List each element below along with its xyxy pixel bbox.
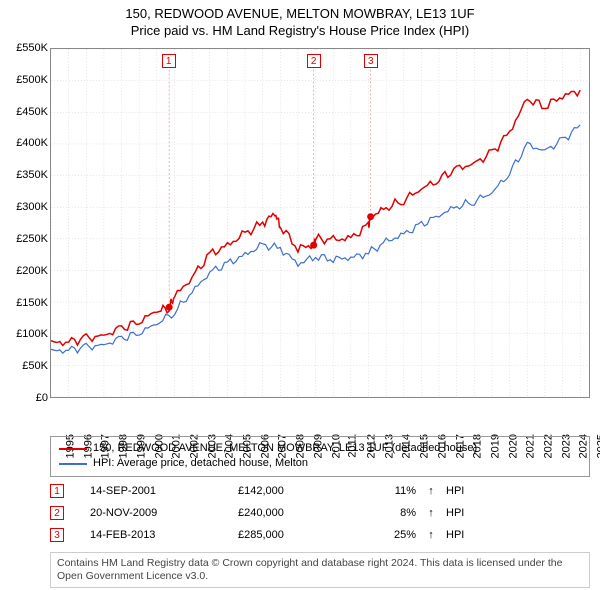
arrow-up-icon: ↑ (424, 485, 438, 497)
chart-title: 150, REDWOOD AVENUE, MELTON MOWBRAY, LE1… (0, 0, 600, 40)
title-line-1: 150, REDWOOD AVENUE, MELTON MOWBRAY, LE1… (0, 6, 600, 23)
y-tick-label: £500K (16, 74, 48, 86)
sales-date: 14-SEP-2001 (90, 485, 230, 497)
sale-marker-dot (166, 304, 173, 311)
sales-badge: 2 (50, 506, 64, 520)
legend-row: HPI: Average price, detached house, Melt… (59, 456, 581, 471)
legend-row: 150, REDWOOD AVENUE, MELTON MOWBRAY, LE1… (59, 441, 581, 456)
sale-marker-dot (310, 242, 317, 249)
series-property (51, 90, 580, 345)
sales-price: £285,000 (238, 529, 348, 541)
legend-label-hpi: HPI: Average price, detached house, Melt… (93, 456, 308, 471)
sale-marker-badge: 3 (364, 54, 378, 68)
legend-swatch-property (59, 448, 87, 450)
chart-svg (51, 49, 589, 397)
y-tick-label: £150K (16, 297, 48, 309)
sales-badge: 1 (50, 484, 64, 498)
sales-row: 2 20-NOV-2009 £240,000 8% ↑ HPI (50, 502, 590, 524)
title-line-2: Price paid vs. HM Land Registry's House … (0, 23, 600, 40)
y-tick-label: £400K (16, 137, 48, 149)
y-tick-label: £450K (16, 106, 48, 118)
sales-hpi-label: HPI (446, 507, 486, 519)
y-tick-label: £300K (16, 201, 48, 213)
y-tick-label: £50K (22, 360, 48, 372)
arrow-up-icon: ↑ (424, 529, 438, 541)
sales-pct: 11% (356, 485, 416, 497)
sales-table: 1 14-SEP-2001 £142,000 11% ↑ HPI 2 20-NOV-2009 £… (50, 480, 590, 546)
y-tick-label: £200K (16, 265, 48, 277)
y-tick-label: £550K (16, 42, 48, 54)
sale-marker-badge: 1 (162, 54, 176, 68)
legend-label-property: 150, REDWOOD AVENUE, MELTON MOWBRAY, LE1… (93, 441, 477, 456)
sales-hpi-label: HPI (446, 529, 486, 541)
sales-hpi-label: HPI (446, 485, 486, 497)
footer-attribution: Contains HM Land Registry data © Crown c… (50, 552, 590, 588)
sale-marker-badge: 2 (307, 54, 321, 68)
sales-price: £142,000 (238, 485, 348, 497)
sale-marker-dot (367, 213, 374, 220)
sales-price: £240,000 (238, 507, 348, 519)
sales-date: 14-FEB-2013 (90, 529, 230, 541)
chart-plot-area (50, 48, 590, 398)
x-tick-label: 2025 (596, 434, 600, 458)
y-tick-label: £250K (16, 233, 48, 245)
y-tick-label: £350K (16, 169, 48, 181)
legend: 150, REDWOOD AVENUE, MELTON MOWBRAY, LE1… (50, 436, 590, 477)
sales-pct: 25% (356, 529, 416, 541)
sales-row: 1 14-SEP-2001 £142,000 11% ↑ HPI (50, 480, 590, 502)
y-tick-label: £100K (16, 328, 48, 340)
y-tick-label: £0 (36, 392, 48, 404)
sales-badge: 3 (50, 528, 64, 542)
sales-pct: 8% (356, 507, 416, 519)
arrow-up-icon: ↑ (424, 507, 438, 519)
sales-row: 3 14-FEB-2013 £285,000 25% ↑ HPI (50, 524, 590, 546)
sales-date: 20-NOV-2009 (90, 507, 230, 519)
legend-swatch-hpi (59, 463, 87, 465)
